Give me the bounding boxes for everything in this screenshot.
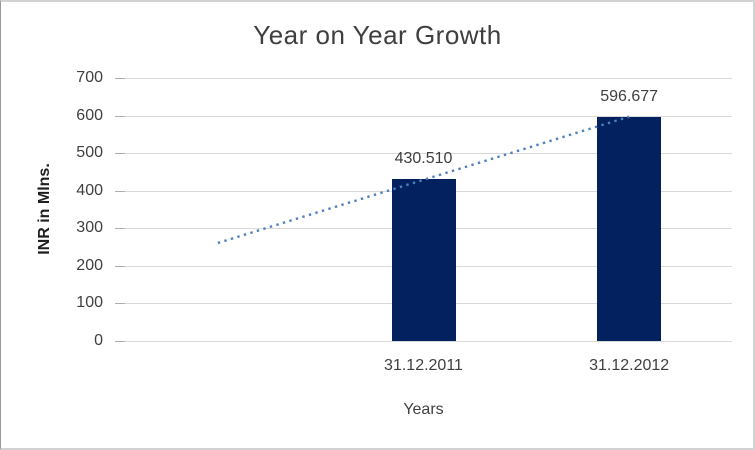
y-axis-tick-label: 600 — [76, 107, 103, 124]
y-axis-tick-label: 200 — [76, 257, 103, 274]
y-axis-tick-label: 0 — [94, 332, 103, 349]
y-axis-tick-label: 700 — [76, 69, 103, 86]
y-axis-tick-mark — [115, 341, 125, 342]
bar-31.12.2012 — [597, 116, 662, 341]
y-axis-tick-label: 300 — [76, 219, 103, 236]
x-axis-title: Years — [403, 401, 444, 418]
chart-title: Year on Year Growth — [253, 20, 502, 50]
y-axis-tick-mark — [115, 153, 125, 154]
y-axis-tick-mark — [115, 78, 125, 79]
y-axis-tick-mark — [115, 266, 125, 267]
y-axis-tick-label: 500 — [76, 144, 103, 161]
y-axis-tick-mark — [115, 191, 125, 192]
y-axis-tick-label: 100 — [76, 294, 103, 311]
y-axis-tick-mark — [115, 228, 125, 229]
bar-value-label: 596.677 — [600, 87, 659, 105]
x-axis-tick-label: 31.12.2011 — [384, 357, 463, 374]
bar-value-label: 430.510 — [394, 150, 453, 168]
y-axis-tick-label: 400 — [76, 182, 103, 199]
x-axis-tick-label: 31.12.2012 — [589, 357, 670, 374]
gridline — [115, 78, 732, 79]
y-axis-tick-mark — [115, 303, 125, 304]
bar-31.12.2011 — [391, 179, 456, 341]
y-axis-tick-mark — [115, 116, 125, 117]
gridline — [115, 341, 732, 342]
